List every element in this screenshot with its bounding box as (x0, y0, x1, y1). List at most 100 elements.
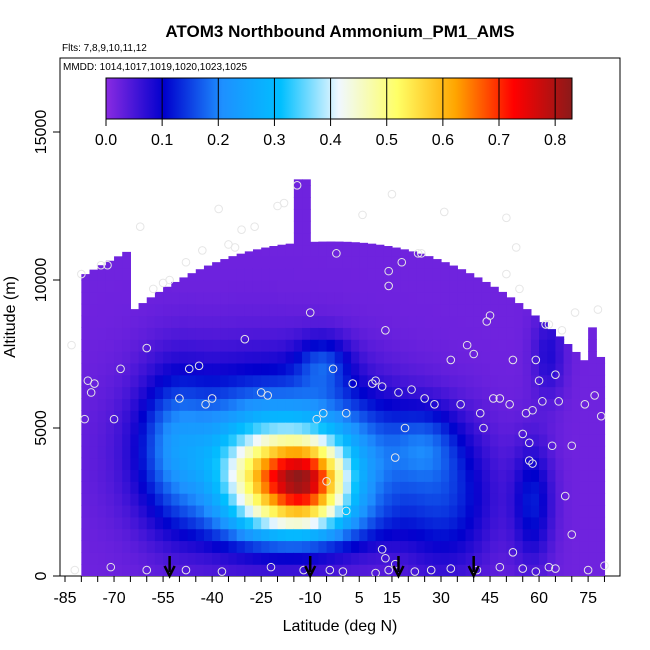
sample-point (207, 394, 217, 403)
heatmap-cell (383, 303, 393, 317)
heatmap-cell (571, 504, 581, 518)
heatmap-cell (81, 564, 91, 576)
heatmap-cell (171, 410, 181, 423)
heatmap-cell (465, 315, 475, 328)
heatmap-cell (367, 493, 377, 506)
sample-point (439, 207, 449, 217)
heatmap-cell (473, 280, 483, 293)
heatmap-cell (285, 243, 295, 246)
heatmap-cell (318, 504, 328, 518)
heatmap-cell (530, 457, 540, 471)
heatmap-cell (269, 374, 279, 388)
heatmap-cell (571, 386, 581, 399)
heatmap-cell (424, 445, 434, 459)
heatmap-cell (89, 433, 99, 447)
heatmap-cell (563, 344, 573, 352)
heatmap-cell (154, 564, 164, 576)
heatmap-cell (424, 386, 434, 399)
heatmap-cell (400, 386, 409, 399)
heatmap-cell (498, 398, 507, 411)
colorbar: 0.0 0.1 0.2 0.3 0.4 0.5 0.6 0.7 0.8 (95, 77, 573, 149)
heatmap-cell (220, 398, 230, 411)
heatmap-cell (498, 457, 507, 471)
heatmap-cell (244, 251, 254, 257)
heatmap-cell (326, 422, 336, 435)
heatmap-cell (261, 504, 270, 518)
heatmap-cell (481, 493, 491, 506)
heatmap-cell (498, 445, 507, 459)
heatmap-cell (187, 398, 197, 411)
heatmap-cell (122, 564, 131, 576)
heatmap-cell (334, 445, 344, 459)
heatmap-cell (522, 339, 532, 352)
heatmap-cell (555, 433, 565, 447)
heatmap-cell (318, 469, 328, 482)
heatmap-cell (261, 339, 270, 352)
heatmap-cell (277, 564, 287, 576)
heatmap-cell (588, 504, 597, 518)
heatmap-cell (236, 457, 246, 471)
heatmap-cell (163, 552, 172, 565)
heatmap-cell (359, 422, 369, 435)
sample-point (551, 564, 560, 573)
heatmap-cell (122, 481, 131, 494)
heatmap-cell (498, 504, 507, 518)
heatmap-cell (457, 291, 467, 305)
heatmap-cell (81, 540, 91, 553)
heatmap-cell (408, 362, 418, 376)
heatmap-cell (203, 410, 213, 423)
heatmap-cell (359, 457, 369, 471)
heatmap-cell (522, 540, 532, 553)
heatmap-cell (359, 362, 369, 376)
heatmap-cell (203, 564, 213, 576)
heatmap-cell (195, 374, 205, 388)
heatmap-cell (285, 244, 295, 257)
heatmap-cell (130, 315, 140, 328)
heatmap-cell (228, 481, 238, 494)
heatmap-cell (367, 398, 377, 411)
heatmap-cell (252, 564, 262, 576)
heatmap-cell (334, 268, 344, 281)
sample-point (511, 243, 521, 252)
heatmap-cell (539, 516, 548, 530)
y-tick-label: 0 (33, 571, 50, 580)
heatmap-cell (383, 351, 393, 364)
heatmap-cell (163, 528, 172, 542)
sample-point (593, 305, 603, 314)
heatmap-cell (490, 398, 499, 411)
heatmap-cell (81, 469, 91, 482)
heatmap-cell (220, 422, 230, 435)
heatmap-cell (440, 564, 450, 576)
heatmap-cell (277, 315, 287, 328)
heatmap-cell (195, 315, 205, 328)
x-tick-label: -85 (53, 590, 76, 607)
heatmap-cell (171, 516, 181, 530)
sample-point (214, 204, 223, 214)
heatmap-cell (187, 457, 197, 471)
heatmap-cell (212, 315, 221, 328)
heatmap-cell (187, 493, 197, 506)
sample-point (488, 394, 498, 403)
heatmap-cell (432, 528, 442, 542)
heatmap-cell (465, 273, 475, 281)
heatmap-cell (252, 249, 262, 257)
heatmap-cell (588, 469, 597, 482)
heatmap-cell (342, 469, 352, 482)
heatmap-cell (334, 398, 344, 411)
heatmap-cell (326, 303, 336, 317)
heatmap-cell (146, 398, 156, 411)
heatmap-cell (154, 540, 164, 553)
heatmap-cell (440, 481, 450, 494)
heatmap-cell (375, 433, 385, 447)
heatmap-cell (220, 410, 230, 423)
heatmap-cell (367, 410, 377, 423)
sample-point (469, 349, 478, 359)
heatmap-cell (244, 564, 254, 576)
heatmap-cell (334, 457, 344, 471)
heatmap-cell (326, 493, 336, 506)
heatmap-cell (530, 315, 540, 328)
heatmap-cell (252, 528, 262, 542)
heatmap-cell (236, 303, 246, 317)
heatmap-cell (261, 374, 270, 388)
